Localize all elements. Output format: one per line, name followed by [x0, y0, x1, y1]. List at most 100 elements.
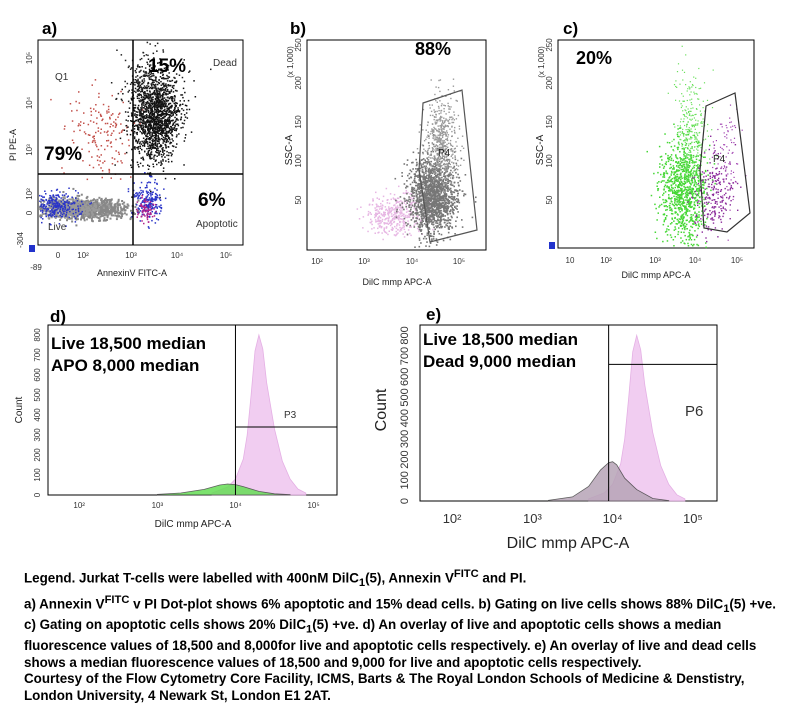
panel-a-dots [39, 41, 212, 229]
event-dot [154, 131, 156, 133]
event-dot [158, 153, 160, 155]
event-dot [386, 222, 388, 224]
event-dot [100, 207, 103, 210]
event-dot [138, 85, 140, 88]
event-dot [168, 106, 171, 109]
event-dot [60, 215, 63, 218]
event-dot [124, 111, 127, 113]
event-dot [106, 199, 109, 201]
event-dot [140, 100, 142, 102]
event-dot [141, 83, 144, 85]
event-dot [125, 151, 128, 154]
event-dot [141, 124, 143, 127]
event-dot [138, 150, 140, 153]
event-dot [118, 153, 120, 155]
event-dot [149, 201, 152, 203]
event-dot [138, 110, 141, 112]
event-dot [151, 93, 153, 95]
event-dot [154, 138, 157, 140]
event-dot [457, 181, 459, 184]
event-dot [139, 76, 141, 79]
event-dot [431, 179, 434, 181]
event-dot [145, 142, 147, 144]
event-dot [150, 209, 152, 211]
event-dot [158, 92, 160, 95]
event-dot [62, 191, 65, 193]
event-dot [171, 160, 173, 163]
event-dot [152, 91, 155, 94]
event-dot [94, 200, 97, 203]
event-dot [411, 195, 414, 197]
event-dot [150, 115, 152, 118]
event-dot [435, 181, 437, 183]
event-dot [145, 206, 148, 208]
event-dot [62, 213, 65, 216]
event-dot [76, 211, 79, 214]
event-dot [105, 199, 108, 202]
event-dot [112, 125, 114, 127]
event-dot [94, 215, 97, 218]
event-dot [176, 134, 178, 136]
panel-b-label: b) [290, 19, 306, 38]
event-dot [56, 208, 58, 211]
event-dot [428, 245, 431, 248]
event-dot [133, 137, 136, 140]
event-dot [453, 201, 456, 204]
event-dot [64, 201, 66, 204]
event-dot [383, 223, 386, 225]
event-dot [138, 100, 140, 102]
event-dot [164, 143, 166, 146]
event-dot [440, 226, 443, 229]
event-dot [175, 128, 177, 130]
event-dot [141, 109, 144, 111]
event-dot [114, 122, 117, 125]
event-dot [114, 209, 117, 212]
event-dot [441, 171, 444, 173]
event-dot [166, 100, 168, 103]
event-dot [161, 87, 163, 90]
event-dot [148, 87, 151, 90]
event-dot [109, 126, 111, 128]
event-dot [164, 121, 166, 124]
event-dot [162, 140, 165, 142]
event-dot [388, 230, 390, 232]
event-dot [376, 220, 378, 223]
event-dot [423, 161, 425, 164]
event-dot [156, 50, 158, 52]
event-dot [143, 111, 145, 113]
event-dot [428, 226, 430, 229]
event-dot [155, 159, 157, 161]
event-dot [55, 215, 58, 218]
event-dot [417, 204, 420, 207]
event-dot [445, 194, 447, 197]
event-dot [383, 214, 386, 216]
event-dot [139, 86, 141, 88]
event-dot [143, 102, 145, 104]
event-dot [42, 209, 45, 212]
event-dot [186, 108, 188, 111]
event-dot [164, 128, 167, 131]
event-dot [434, 202, 437, 204]
event-dot [157, 123, 160, 126]
event-dot [161, 134, 163, 136]
event-dot [62, 202, 64, 205]
event-dot [58, 204, 60, 206]
event-dot [68, 216, 71, 218]
event-dot [436, 174, 438, 177]
event-dot [163, 91, 166, 93]
event-dot [139, 193, 141, 195]
event-dot [409, 183, 412, 186]
event-dot [396, 197, 399, 199]
event-dot [40, 198, 42, 201]
event-dot [391, 215, 394, 217]
event-dot [162, 132, 164, 134]
event-dot [158, 126, 160, 129]
event-dot [436, 160, 438, 162]
event-dot [131, 196, 133, 198]
event-dot [157, 81, 160, 84]
event-dot [98, 213, 101, 216]
event-dot [155, 197, 158, 199]
event-dot [152, 131, 155, 133]
event-dot [65, 201, 67, 203]
event-dot [356, 208, 359, 210]
